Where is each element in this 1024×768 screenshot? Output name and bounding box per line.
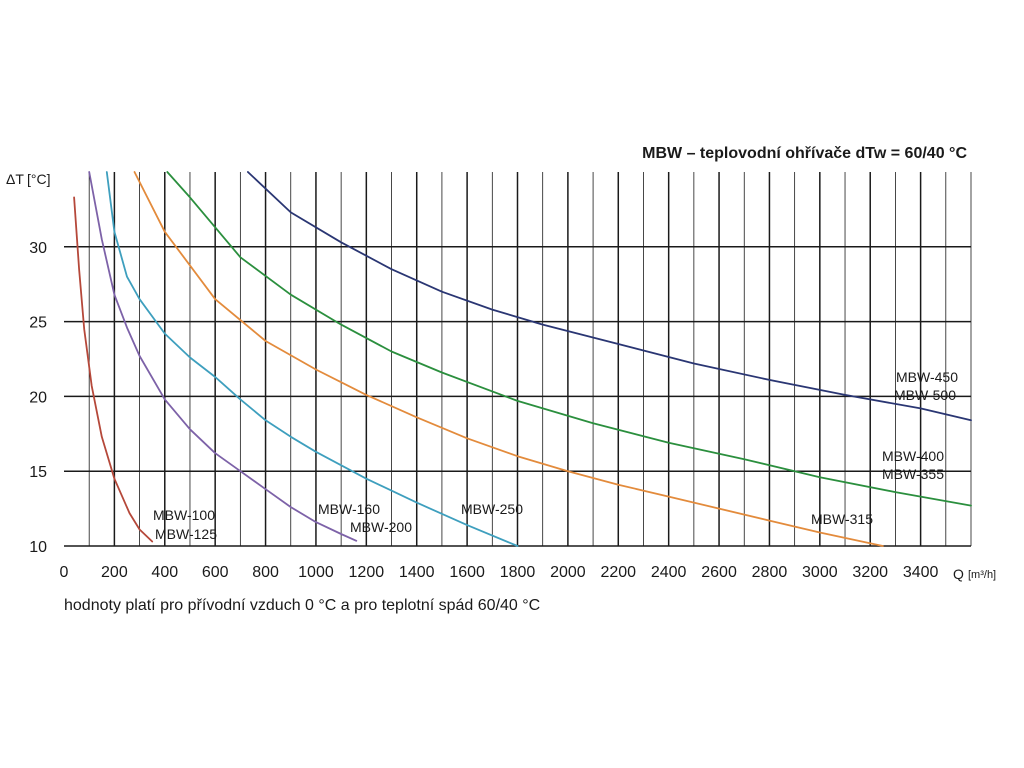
x-tick-label: 2600	[701, 564, 737, 581]
x-tick-label: 1600	[449, 564, 485, 581]
x-tick-label: 3400	[903, 564, 939, 581]
x-tick-label: 1200	[349, 564, 385, 581]
series-label-mbw-160: MBW-160	[318, 501, 380, 517]
x-tick-label: 200	[101, 564, 128, 581]
x-tick-label: 3200	[852, 564, 888, 581]
x-tick-label: 400	[151, 564, 178, 581]
series-label-mbw-500: MBW-500	[894, 387, 956, 403]
x-tick-label: 2800	[752, 564, 788, 581]
y-axis-symbol: ΔT	[6, 171, 24, 187]
series-line-5	[247, 171, 972, 422]
grid	[64, 172, 972, 547]
x-tick-label: 1400	[399, 564, 435, 581]
series-label-mbw-200: MBW-200	[350, 519, 412, 535]
series-label-mbw-125: MBW-125	[155, 526, 217, 542]
y-tick-label: 15	[29, 464, 47, 481]
series-line-4	[166, 171, 972, 507]
series-line-1	[88, 171, 358, 542]
chart-title: MBW – teplovodní ohřívače dTw = 60/40 °C	[642, 145, 967, 162]
series-lines	[73, 171, 972, 547]
x-axis-unit: [m³/h]	[968, 569, 996, 581]
series-label-mbw-400: MBW-400	[882, 448, 944, 464]
series-label-mbw-100: MBW-100	[153, 507, 215, 523]
y-axis-ticks: 10 15 20 25 30	[29, 240, 47, 556]
x-tick-label: 1000	[298, 564, 334, 581]
x-tick-label: 3000	[802, 564, 838, 581]
footnote: hodnoty platí pro přívodní vzduch 0 °C a…	[64, 597, 541, 614]
series-line-2	[105, 171, 519, 547]
series-label-mbw-250: MBW-250	[461, 501, 523, 517]
x-tick-label: 2200	[600, 564, 636, 581]
y-tick-label: 10	[29, 539, 47, 556]
series-line-3	[133, 171, 884, 547]
x-tick-label: 1800	[500, 564, 536, 581]
series-label-mbw-315: MBW-315	[811, 511, 873, 527]
series-label-mbw-355: MBW-355	[882, 466, 944, 482]
x-tick-label: 0	[60, 564, 69, 581]
x-tick-label: 2000	[550, 564, 586, 581]
x-axis-ticks: 0 200 400 600 800 1000 1200 1400 1600 1800 2000 220…	[60, 564, 939, 581]
series-line-0	[73, 196, 154, 543]
x-axis-symbol: Q	[953, 566, 964, 582]
y-axis-unit: [°C]	[27, 171, 51, 187]
y-tick-label: 20	[29, 389, 47, 406]
x-tick-label: 2400	[651, 564, 687, 581]
x-tick-label: 600	[202, 564, 229, 581]
x-tick-label: 800	[252, 564, 279, 581]
series-label-mbw-450: MBW-450	[896, 369, 958, 385]
y-tick-label: 30	[29, 240, 47, 257]
y-tick-label: 25	[29, 315, 47, 332]
